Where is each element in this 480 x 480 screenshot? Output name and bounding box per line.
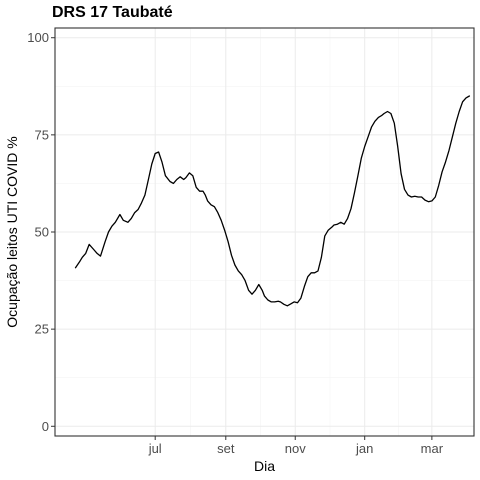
chart-title: DRS 17 Taubaté bbox=[52, 4, 173, 21]
occupancy-series-line bbox=[74, 95, 471, 307]
x-tick-label: jan bbox=[355, 441, 373, 456]
x-tick-label: nov bbox=[285, 441, 306, 456]
x-tick-label: set bbox=[217, 441, 235, 456]
x-axis: jul set nov jan mar bbox=[148, 436, 444, 456]
y-tick-label: 50 bbox=[35, 225, 49, 240]
y-tick-label: 75 bbox=[35, 127, 49, 142]
x-tick-label: jul bbox=[148, 441, 162, 456]
x-axis-title: Dia bbox=[254, 458, 275, 474]
y-tick-label: 0 bbox=[42, 419, 49, 434]
y-tick-label: 100 bbox=[27, 30, 49, 45]
major-gridlines bbox=[55, 28, 474, 436]
y-axis: 0 25 50 75 100 bbox=[27, 30, 55, 434]
y-tick-label: 25 bbox=[35, 322, 49, 337]
y-axis-title: Ocupação leitos UTI COVID % bbox=[4, 136, 20, 327]
series-layer bbox=[74, 95, 471, 307]
x-tick-label: mar bbox=[421, 441, 444, 456]
